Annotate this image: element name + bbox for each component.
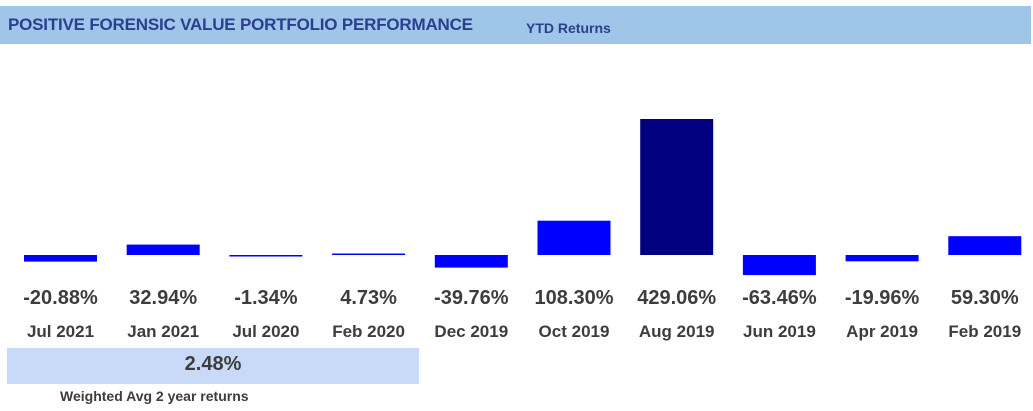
bar-jan-2021 xyxy=(126,244,200,255)
summary-box: 2.48% xyxy=(7,348,419,384)
chart-subtitle: YTD Returns xyxy=(526,20,611,36)
value-label: -19.96% xyxy=(845,287,920,309)
category-label: Jan 2021 xyxy=(127,322,199,341)
chart-title: POSITIVE FORENSIC VALUE PORTFOLIO PERFOR… xyxy=(8,15,473,34)
bar-feb-2019 xyxy=(948,236,1022,255)
value-label: 108.30% xyxy=(535,287,614,309)
weighted-average-value: 2.48% xyxy=(184,353,242,375)
bar-feb-2020 xyxy=(332,253,406,255)
category-label: Apr 2019 xyxy=(846,322,918,341)
value-label: 4.73% xyxy=(340,287,397,309)
value-label: 429.06% xyxy=(637,287,716,309)
category-label: Jul 2021 xyxy=(27,322,94,341)
bar-jul-2020 xyxy=(229,255,303,257)
value-label: -1.34% xyxy=(234,287,298,309)
category-label: Feb 2019 xyxy=(948,322,1021,341)
bar-jul-2021 xyxy=(24,255,97,262)
category-label: Jun 2019 xyxy=(743,322,816,341)
bar-dec-2019 xyxy=(434,255,508,268)
category-label: Oct 2019 xyxy=(539,322,610,341)
value-label: 32.94% xyxy=(129,287,197,309)
chart-header: POSITIVE FORENSIC VALUE PORTFOLIO PERFOR… xyxy=(0,6,1031,44)
value-label: -39.76% xyxy=(434,287,509,309)
bar-aug-2019 xyxy=(640,119,714,255)
bar-apr-2019 xyxy=(845,255,919,262)
value-label: -63.46% xyxy=(742,287,817,309)
value-label: 59.30% xyxy=(951,287,1019,309)
weighted-average-label: Weighted Avg 2 year returns xyxy=(60,388,249,404)
category-label: Jul 2020 xyxy=(232,322,299,341)
category-label: Feb 2020 xyxy=(332,322,405,341)
bar-chart: -20.88% Jul 2021 32.94% Jan 2021 -1.34% Jul 2… xyxy=(23,119,1022,341)
category-label: Dec 2019 xyxy=(434,322,508,341)
bar-oct-2019 xyxy=(537,220,611,255)
bar-jun-2019 xyxy=(742,255,816,276)
value-label: -20.88% xyxy=(23,287,98,309)
category-label: Aug 2019 xyxy=(639,322,715,341)
